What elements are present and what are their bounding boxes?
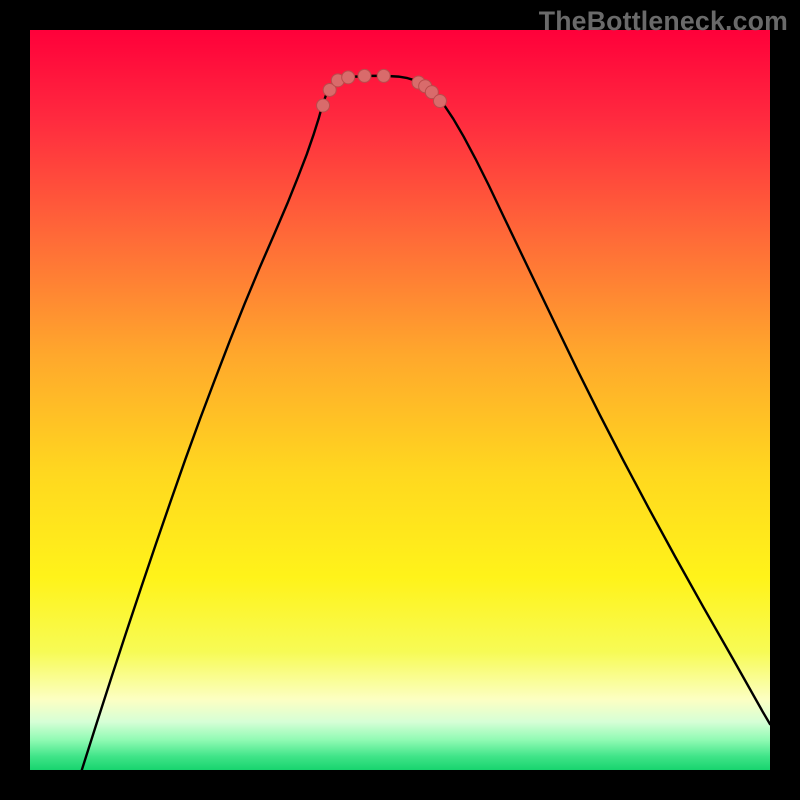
marker-point (377, 69, 390, 82)
marker-point (317, 99, 330, 112)
watermark-text: TheBottleneck.com (539, 6, 788, 37)
plot-area (30, 30, 770, 770)
marker-point (342, 71, 355, 84)
chart-svg (30, 30, 770, 770)
background-gradient (30, 30, 770, 770)
marker-point (358, 69, 371, 82)
chart-frame: TheBottleneck.com (0, 0, 800, 800)
marker-point (433, 95, 446, 108)
